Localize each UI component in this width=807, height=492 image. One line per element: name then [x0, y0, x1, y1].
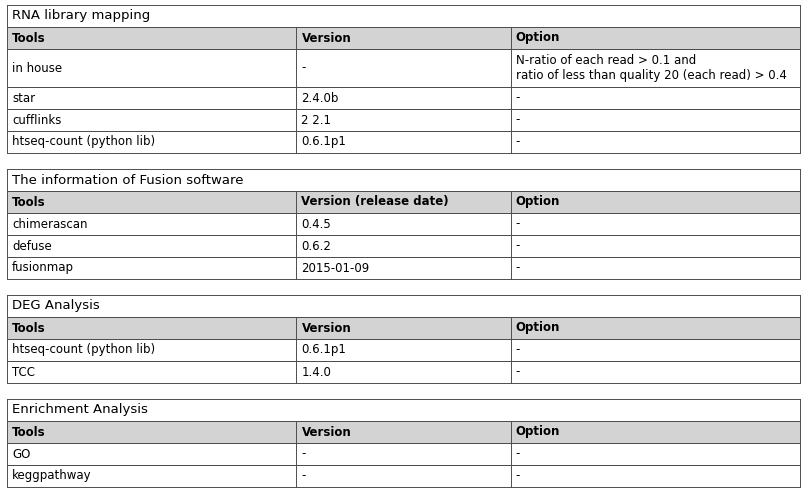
Text: Option: Option	[516, 321, 560, 335]
Text: -: -	[516, 366, 520, 378]
Text: Tools: Tools	[12, 321, 46, 335]
Text: Option: Option	[516, 195, 560, 209]
Bar	[7, 317, 296, 339]
Text: GO: GO	[12, 448, 31, 461]
Bar	[511, 109, 800, 131]
Text: Version: Version	[302, 426, 351, 438]
Bar	[296, 87, 511, 109]
Bar	[7, 131, 296, 153]
Bar	[296, 257, 511, 279]
Bar	[511, 131, 800, 153]
Bar	[511, 421, 800, 443]
Text: 0.4.5: 0.4.5	[302, 217, 331, 230]
Bar	[7, 339, 296, 361]
Bar	[296, 339, 511, 361]
Text: defuse: defuse	[12, 240, 52, 252]
Bar	[296, 317, 511, 339]
Text: -: -	[516, 240, 520, 252]
Bar	[296, 191, 511, 213]
Bar	[7, 169, 800, 191]
Bar	[511, 257, 800, 279]
Text: -: -	[516, 217, 520, 230]
Text: -: -	[516, 262, 520, 275]
Text: 0.6.2: 0.6.2	[302, 240, 332, 252]
Text: 0.6.1p1: 0.6.1p1	[302, 343, 346, 357]
Text: -: -	[516, 92, 520, 104]
Text: Tools: Tools	[12, 195, 46, 209]
Bar	[7, 5, 800, 27]
Text: -: -	[302, 62, 306, 74]
Text: 1.4.0: 1.4.0	[302, 366, 332, 378]
Text: Option: Option	[516, 31, 560, 44]
Text: Option: Option	[516, 426, 560, 438]
Text: Version (release date): Version (release date)	[302, 195, 449, 209]
Text: keggpathway: keggpathway	[12, 469, 92, 483]
Text: -: -	[302, 448, 306, 461]
Bar	[7, 465, 296, 487]
Text: TCC: TCC	[12, 366, 35, 378]
Bar	[511, 361, 800, 383]
Bar	[511, 235, 800, 257]
Bar	[7, 295, 800, 317]
Text: cufflinks: cufflinks	[12, 114, 61, 126]
Text: 2 2.1: 2 2.1	[302, 114, 332, 126]
Text: Enrichment Analysis: Enrichment Analysis	[12, 403, 148, 417]
Text: chimerascan: chimerascan	[12, 217, 87, 230]
Bar	[296, 49, 511, 87]
Bar	[296, 235, 511, 257]
Text: Version: Version	[302, 31, 351, 44]
Bar	[7, 421, 296, 443]
Bar	[511, 191, 800, 213]
Text: N-ratio of each read > 0.1 and
ratio of less than quality 20 (each read) > 0.4: N-ratio of each read > 0.1 and ratio of …	[516, 54, 787, 82]
Text: in house: in house	[12, 62, 62, 74]
Bar	[511, 339, 800, 361]
Text: fusionmap: fusionmap	[12, 262, 74, 275]
Bar	[296, 27, 511, 49]
Text: The information of Fusion software: The information of Fusion software	[12, 174, 244, 186]
Bar	[7, 361, 296, 383]
Bar	[511, 465, 800, 487]
Bar	[296, 131, 511, 153]
Bar	[296, 443, 511, 465]
Bar	[511, 443, 800, 465]
Text: Tools: Tools	[12, 31, 46, 44]
Text: Version: Version	[302, 321, 351, 335]
Text: 2.4.0b: 2.4.0b	[302, 92, 339, 104]
Text: -: -	[516, 448, 520, 461]
Bar	[511, 87, 800, 109]
Bar	[7, 257, 296, 279]
Bar	[7, 109, 296, 131]
Text: htseq-count (python lib): htseq-count (python lib)	[12, 343, 155, 357]
Text: -: -	[516, 469, 520, 483]
Bar	[7, 213, 296, 235]
Bar	[296, 361, 511, 383]
Bar	[296, 421, 511, 443]
Bar	[511, 317, 800, 339]
Text: htseq-count (python lib): htseq-count (python lib)	[12, 135, 155, 149]
Text: 0.6.1p1: 0.6.1p1	[302, 135, 346, 149]
Bar	[296, 213, 511, 235]
Bar	[7, 443, 296, 465]
Text: -: -	[516, 114, 520, 126]
Bar	[511, 213, 800, 235]
Text: -: -	[516, 135, 520, 149]
Bar	[296, 465, 511, 487]
Bar	[7, 87, 296, 109]
Bar	[7, 235, 296, 257]
Text: Tools: Tools	[12, 426, 46, 438]
Text: RNA library mapping: RNA library mapping	[12, 9, 150, 23]
Text: DEG Analysis: DEG Analysis	[12, 300, 100, 312]
Bar	[7, 399, 800, 421]
Bar	[296, 109, 511, 131]
Text: -: -	[516, 343, 520, 357]
Text: -: -	[302, 469, 306, 483]
Text: star: star	[12, 92, 36, 104]
Bar	[511, 27, 800, 49]
Text: 2015-01-09: 2015-01-09	[302, 262, 370, 275]
Bar	[511, 49, 800, 87]
Bar	[7, 191, 296, 213]
Bar	[7, 27, 296, 49]
Bar	[7, 49, 296, 87]
